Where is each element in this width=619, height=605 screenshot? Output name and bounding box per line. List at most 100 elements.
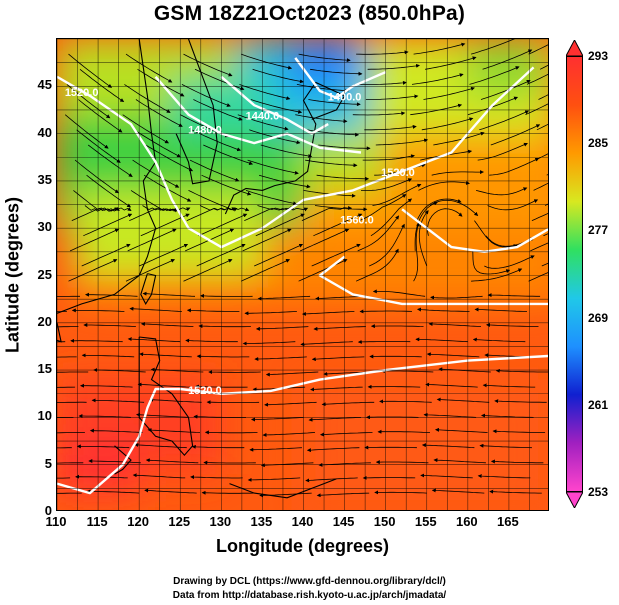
streamline (244, 311, 297, 316)
streamline (57, 492, 82, 494)
streamline (495, 368, 548, 373)
y-tick-label: 40 (37, 124, 52, 140)
streamline (470, 39, 522, 55)
streamline (433, 131, 485, 146)
y-axis-label-box: Latitude (degrees) (0, 38, 26, 511)
streamline (359, 194, 407, 221)
streamline (183, 53, 233, 77)
streamline (372, 183, 422, 206)
streamline (84, 205, 132, 212)
streamline (298, 259, 348, 282)
streamline (129, 207, 178, 221)
streamline (489, 489, 542, 494)
colorbar-tick-label: 293 (588, 49, 609, 63)
x-tick-label: 130 (209, 514, 232, 529)
streamline (258, 174, 311, 189)
height-contour (154, 76, 362, 154)
colorbar-bottom-arrow (566, 491, 583, 508)
streamline (191, 444, 245, 449)
streamline (482, 383, 536, 388)
streamline (490, 124, 541, 146)
streamline (423, 412, 477, 418)
streamline (57, 386, 76, 388)
streamline (144, 488, 197, 494)
streamline (257, 205, 309, 212)
coastline (224, 81, 346, 215)
streamline (142, 205, 191, 212)
x-tick-label: 120 (127, 514, 149, 529)
streamline (57, 371, 89, 373)
streamline (206, 400, 260, 405)
y-tick-label: 0 (44, 503, 52, 518)
streamline (417, 307, 470, 312)
streamline (369, 354, 422, 359)
streamline (314, 205, 368, 212)
streamline (301, 311, 355, 316)
streamline (195, 384, 248, 389)
streamline (133, 129, 182, 158)
streamline (189, 159, 240, 182)
streamline (374, 490, 427, 495)
streamline (74, 159, 119, 194)
streamline (245, 190, 298, 206)
streamline (57, 311, 67, 313)
streamline (78, 99, 123, 133)
coastline (57, 39, 157, 314)
streamline (190, 475, 243, 480)
streamline (413, 222, 420, 282)
contour-label: 1520.0 (65, 87, 99, 99)
contour-label: 1480.0 (188, 125, 222, 137)
streamline (249, 447, 302, 452)
streamline (125, 259, 176, 282)
streamline (425, 382, 478, 388)
streamline (320, 432, 373, 437)
field-blob (467, 39, 548, 96)
streamline (252, 68, 304, 84)
y-tick-label: 5 (44, 455, 52, 471)
streamline (476, 187, 528, 196)
streamline (425, 56, 477, 70)
streamline (533, 182, 548, 191)
streamline (73, 190, 119, 212)
contour-label: 1520.0 (188, 385, 222, 397)
streamline (76, 444, 130, 449)
streamline (183, 259, 233, 282)
contour-label: 1400.0 (328, 91, 362, 103)
y-tick-label: 15 (37, 361, 52, 377)
streamline (139, 352, 192, 358)
streamline (132, 473, 186, 479)
streamline (369, 223, 405, 267)
streamline (122, 114, 170, 144)
streamline (137, 382, 191, 388)
streamline (198, 213, 248, 237)
streamline (75, 474, 128, 479)
streamline (262, 432, 316, 437)
streamline (313, 213, 363, 237)
streamline (186, 308, 240, 313)
streamline (526, 73, 548, 85)
streamline (472, 337, 526, 343)
streamline (255, 213, 305, 237)
streamline (203, 460, 256, 465)
x-tick-label: 115 (86, 514, 108, 529)
credit-drawing: Drawing by DCL (https://www.gfd-dennou.o… (173, 576, 446, 587)
streamline (365, 94, 419, 100)
streamline (242, 341, 296, 346)
streamline (357, 339, 411, 344)
streamline (318, 144, 371, 151)
streamline (482, 49, 533, 70)
streamline (364, 124, 417, 131)
streamline (145, 458, 199, 464)
streamline (525, 103, 548, 116)
streamline (484, 255, 535, 269)
streamline (305, 159, 358, 168)
streamline (247, 477, 301, 482)
streamline (310, 68, 363, 76)
streamline (198, 324, 251, 329)
x-axis-label: Longitude (degrees) (215, 536, 389, 556)
streamline (251, 417, 304, 422)
streamline (377, 429, 431, 434)
streamline (472, 250, 511, 275)
lat-lon-grid (57, 39, 548, 510)
map-title: GSM 18Z21Oct2023 (850.0hPa) (153, 2, 466, 25)
